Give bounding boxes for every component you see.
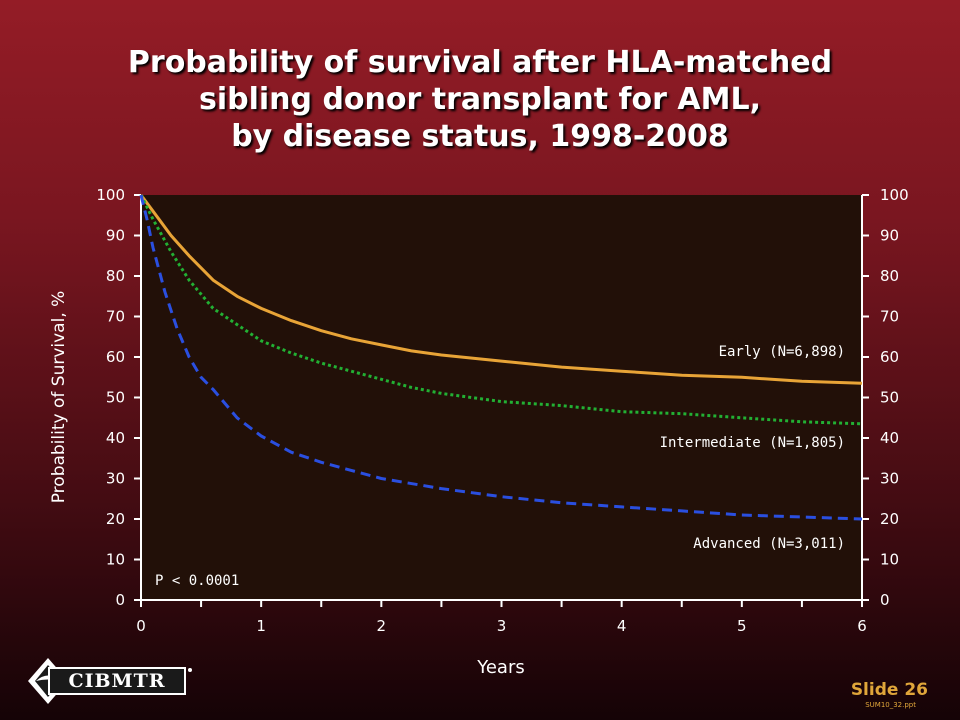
series-label-early: Early (N=6,898) bbox=[719, 344, 845, 360]
x-tick-label: 0 bbox=[136, 617, 146, 635]
y-tick-label-left: 80 bbox=[106, 267, 125, 285]
x-tick-label: 1 bbox=[256, 617, 266, 635]
x-tick-label: 4 bbox=[617, 617, 627, 635]
y-tick-label-left: 50 bbox=[106, 389, 125, 407]
series-line-intermediate bbox=[139, 194, 863, 426]
x-tick-label: 3 bbox=[497, 617, 507, 635]
slide-file-name: SUM10_32.ppt bbox=[865, 701, 916, 709]
y-tick-label-right: 10 bbox=[880, 551, 899, 569]
y-tick-label-left: 10 bbox=[106, 551, 125, 569]
y-axis-label: Probability of Survival, % bbox=[49, 291, 69, 504]
series-label-advanced: Advanced (N=3,011) bbox=[693, 536, 845, 552]
y-tick-label-right: 80 bbox=[880, 267, 899, 285]
y-tick-label-right: 0 bbox=[880, 591, 890, 609]
axes bbox=[134, 194, 869, 607]
slide-number: Slide 26 bbox=[850, 680, 928, 700]
y-tick-label-right: 90 bbox=[880, 227, 899, 245]
x-tick-label: 6 bbox=[857, 617, 867, 635]
y-tick-label-right: 70 bbox=[880, 308, 899, 326]
y-tick-label-right: 40 bbox=[880, 429, 899, 447]
title-line-3: by disease status, 1998-2008 bbox=[231, 119, 729, 154]
y-tick-label-left: 60 bbox=[106, 348, 125, 366]
y-tick-label-left: 100 bbox=[96, 186, 125, 204]
x-tick-label: 2 bbox=[377, 617, 387, 635]
y-tick-label-left: 30 bbox=[106, 470, 125, 488]
y-tick-label-right: 100 bbox=[880, 186, 909, 204]
p-value-annotation: P < 0.0001 bbox=[155, 573, 239, 589]
y-tick-label-right: 50 bbox=[880, 389, 899, 407]
y-tick-label-left: 70 bbox=[106, 308, 125, 326]
y-tick-label-right: 20 bbox=[880, 510, 899, 528]
series-line-advanced bbox=[139, 194, 863, 521]
y-tick-label-right: 30 bbox=[880, 470, 899, 488]
y-tick-label-left: 90 bbox=[106, 227, 125, 245]
x-axis-label: Years bbox=[476, 657, 525, 678]
title-line-2: sibling donor transplant for AML, bbox=[199, 82, 761, 117]
series-line-early bbox=[139, 194, 863, 385]
y-tick-label-left: 0 bbox=[115, 591, 125, 609]
series-label-intermediate: Intermediate (N=1,805) bbox=[660, 435, 845, 451]
chart-title: Probability of survival after HLA-matche… bbox=[0, 44, 960, 155]
title-line-1: Probability of survival after HLA-matche… bbox=[127, 45, 833, 80]
y-tick-label-left: 20 bbox=[106, 510, 125, 528]
x-tick-label: 5 bbox=[737, 617, 747, 635]
y-tick-label-left: 40 bbox=[106, 429, 125, 447]
plot-area bbox=[141, 195, 862, 600]
y-tick-label-right: 60 bbox=[880, 348, 899, 366]
series-lines bbox=[139, 194, 863, 521]
cibmtr-logo: CIBMTR bbox=[48, 667, 186, 695]
